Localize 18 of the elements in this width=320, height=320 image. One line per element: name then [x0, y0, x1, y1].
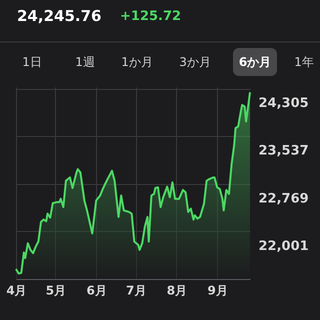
text: 1日	[22, 55, 42, 69]
chart-subtitle: +125.72	[120, 9, 182, 24]
y-tick-label: 22,769	[258, 191, 309, 206]
x-tick-label: 6月	[86, 284, 107, 298]
x-tick-label: 9月	[207, 284, 228, 298]
x-tick-label: 8月	[166, 284, 188, 298]
x-tick-label: 4月	[6, 284, 27, 298]
text: 6か月	[238, 55, 272, 69]
text: 3か月	[179, 55, 211, 69]
x-tick-label: 7月	[126, 284, 146, 298]
text: 1年	[294, 55, 314, 69]
text: 1か月	[121, 55, 153, 69]
y-tick-label: 23,537	[258, 144, 309, 159]
x-tick-label: 5月	[46, 284, 66, 298]
y-tick-label: 24,305	[258, 96, 309, 112]
text: 1週	[75, 55, 95, 69]
y-tick-label: 22,001	[258, 238, 309, 254]
chart-title: 24,245.76	[17, 7, 102, 25]
